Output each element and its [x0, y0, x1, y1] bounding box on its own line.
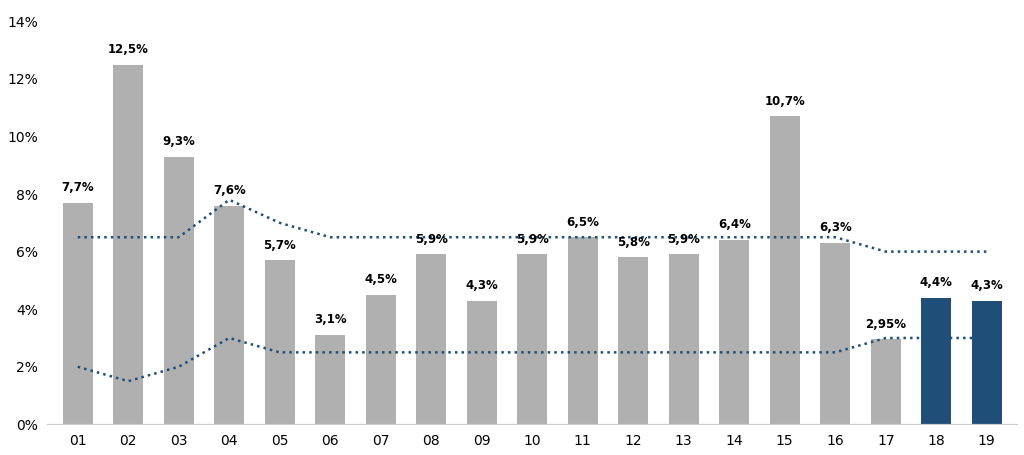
Bar: [113, 65, 143, 425]
Bar: [264, 260, 295, 425]
Text: 10,7%: 10,7%: [764, 95, 805, 108]
Bar: [214, 206, 245, 425]
Bar: [62, 202, 93, 425]
Bar: [366, 295, 396, 425]
Bar: [870, 339, 901, 425]
Text: 12,5%: 12,5%: [108, 43, 148, 56]
Bar: [315, 335, 345, 425]
Bar: [770, 116, 800, 425]
Bar: [669, 254, 699, 425]
Text: 9,3%: 9,3%: [163, 135, 196, 148]
Text: 4,4%: 4,4%: [920, 276, 952, 289]
Text: 5,9%: 5,9%: [668, 233, 700, 246]
Text: 5,8%: 5,8%: [616, 236, 649, 249]
Text: 6,4%: 6,4%: [718, 218, 751, 232]
Text: 7,7%: 7,7%: [61, 181, 94, 194]
Text: 4,5%: 4,5%: [365, 273, 397, 286]
Text: 5,9%: 5,9%: [415, 233, 447, 246]
Bar: [618, 258, 648, 425]
Bar: [567, 237, 598, 425]
Bar: [972, 301, 1001, 425]
Bar: [517, 254, 548, 425]
Bar: [416, 254, 446, 425]
Bar: [820, 243, 850, 425]
Text: 5,9%: 5,9%: [516, 233, 549, 246]
Text: 6,5%: 6,5%: [566, 216, 599, 228]
Text: 4,3%: 4,3%: [971, 279, 1004, 292]
Text: 4,3%: 4,3%: [465, 279, 498, 292]
Bar: [719, 240, 750, 425]
Text: 2,95%: 2,95%: [865, 318, 906, 331]
Text: 6,3%: 6,3%: [819, 221, 852, 234]
Bar: [922, 298, 951, 425]
Bar: [164, 157, 194, 425]
Text: 3,1%: 3,1%: [314, 313, 346, 327]
Text: 5,7%: 5,7%: [263, 238, 296, 252]
Bar: [467, 301, 497, 425]
Text: 7,6%: 7,6%: [213, 184, 246, 197]
